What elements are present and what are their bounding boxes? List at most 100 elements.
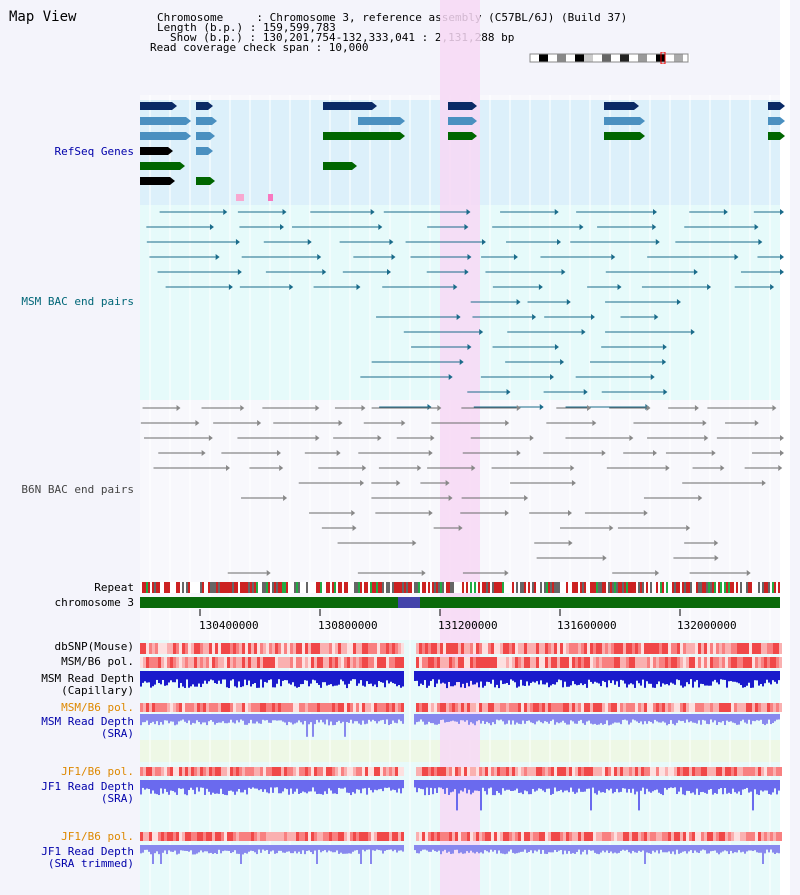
depth-bar (224, 845, 226, 851)
depth-bar (172, 780, 174, 792)
repeat-segment (212, 582, 214, 593)
bac-end (235, 239, 240, 245)
depth-bar (156, 845, 158, 852)
pol-segment (272, 657, 275, 668)
depth-bar (178, 671, 180, 688)
pol-segment (272, 767, 275, 776)
depth-bar (328, 845, 330, 851)
pol-segment (584, 832, 587, 841)
depth-bar (336, 714, 338, 723)
depth-bar (686, 780, 688, 791)
msm-depth-sra-label-2: (SRA) (100, 727, 134, 740)
depth-bar (712, 845, 714, 851)
pol-segment (584, 767, 587, 776)
depth-bar (244, 845, 246, 853)
pol-segment (515, 657, 518, 668)
depth-bar (578, 671, 580, 685)
repeat-segment (444, 582, 446, 593)
repeat-segment (692, 582, 694, 593)
bac-end (338, 420, 343, 426)
repeat-segment (626, 582, 628, 593)
bac-end (654, 314, 659, 320)
gene-block (140, 117, 186, 125)
depth-bar (570, 780, 572, 788)
gene-arrow (186, 117, 191, 125)
pol-segment (449, 703, 452, 712)
repeat-segment (408, 582, 410, 593)
pol-segment (608, 703, 611, 712)
depth-bar (212, 714, 214, 722)
depth-bar (386, 671, 388, 681)
depth-bar (758, 714, 760, 721)
pol-segment (767, 657, 770, 668)
gene-block (604, 102, 634, 110)
bac-end (568, 540, 573, 546)
depth-bar (696, 845, 698, 853)
pol-segment (368, 643, 371, 654)
pol-segment (626, 767, 629, 776)
depth-bar (616, 845, 618, 854)
pol-segment (233, 657, 236, 668)
depth-bar (662, 714, 664, 722)
depth-bar (688, 780, 690, 791)
pol-segment (713, 657, 716, 668)
depth-bar (200, 780, 202, 788)
depth-bar (590, 780, 592, 811)
depth-bar (644, 714, 646, 722)
repeat-segment (642, 582, 644, 593)
repeat-segment (398, 582, 400, 593)
gene-arrow (186, 132, 191, 140)
depth-bar (430, 780, 432, 788)
depth-bar (492, 845, 494, 852)
bac-end (538, 284, 543, 290)
repeat-segment (770, 582, 772, 593)
pol-segment (371, 832, 374, 841)
chromosome-ideogram[interactable] (528, 52, 690, 64)
depth-bar (464, 714, 466, 722)
gene-arrow (208, 102, 213, 110)
repeat-segment (636, 582, 638, 593)
repeat-segment (560, 582, 562, 593)
repeat-segment (416, 582, 418, 593)
pol-segment (449, 657, 452, 668)
pol-segment (737, 657, 740, 668)
depth-bar (486, 714, 488, 722)
pol-segment (551, 643, 554, 654)
pol-segment (698, 767, 701, 776)
repeat-segment (294, 582, 296, 593)
ideogram-position-marker[interactable] (660, 52, 666, 64)
pol-segment (317, 832, 320, 841)
depth-bar (768, 780, 770, 794)
repeat-segment (652, 582, 654, 593)
repeat-segment (720, 582, 722, 593)
pol-segment (506, 643, 509, 654)
depth-bar (176, 671, 178, 680)
depth-bar (684, 845, 686, 852)
depth-bar (160, 671, 162, 685)
depth-bar (506, 845, 508, 854)
depth-bar (760, 780, 762, 791)
depth-bar (648, 671, 650, 684)
pol-segment (524, 832, 527, 841)
pol-segment (425, 767, 428, 776)
pol-segment (428, 657, 431, 668)
pol-segment (722, 643, 725, 654)
pol-segment (704, 643, 707, 654)
pol-segment (494, 767, 497, 776)
pol-segment (149, 703, 152, 712)
depth-bar (722, 714, 724, 722)
ideogram-band (593, 54, 602, 62)
depth-bar (534, 780, 536, 792)
depth-bar (536, 845, 538, 852)
depth-bar (392, 671, 394, 684)
pol-segment (491, 767, 494, 776)
depth-bar (738, 671, 740, 684)
depth-bar (530, 671, 532, 683)
pol-segment (401, 657, 404, 668)
depth-bar (708, 671, 710, 686)
depth-bar (274, 780, 276, 788)
pol-segment (494, 832, 497, 841)
pol-segment (572, 832, 575, 841)
depth-bar (418, 780, 420, 789)
